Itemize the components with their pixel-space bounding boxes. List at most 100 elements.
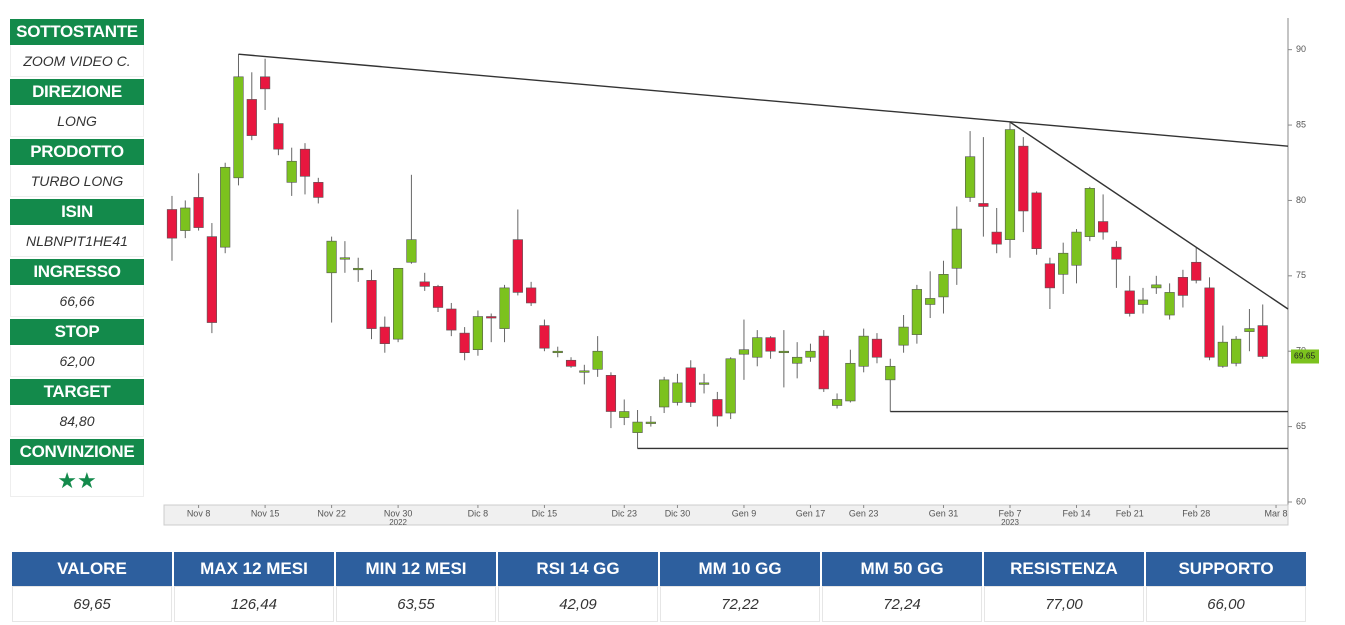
candle-body [260,76,271,90]
candle-body [725,358,736,414]
field-label: DIREZIONE [10,79,144,105]
candle-body [1244,328,1255,332]
stats-table: VALORE MAX 12 MESI MIN 12 MESI RSI 14 GG MM … [10,552,1308,622]
candle-body [539,325,550,349]
field-value-text: 84,80 [59,413,95,429]
column-header: MM 10 GG [660,552,820,586]
column-header: MM 50 GG [822,552,982,586]
candle-body [1004,129,1016,240]
candle-body [978,203,989,207]
y-tick-label: 65 [1296,421,1306,431]
candle-body [1217,341,1228,367]
candle-body [1151,284,1162,289]
field-value-text: 66,66 [59,293,95,309]
candle-body [792,356,803,364]
candle-body [778,350,789,354]
plot-area [164,18,1288,505]
y-tick-label: 90 [1296,44,1306,54]
candle-body [565,359,577,367]
cell: 42,09 [498,586,658,622]
y-tick-label: 80 [1296,195,1306,205]
field-value: LONG [10,105,144,137]
candle-body [619,411,630,418]
candle-body [299,148,311,177]
field-label: INGRESSO [10,259,144,285]
candle-body [1191,261,1202,281]
candle-body [858,335,869,367]
candle-body [1084,188,1095,237]
candle-body [752,337,763,358]
candle-body [1164,292,1175,316]
candle-body [925,298,936,305]
field-label: SOTTOSTANTE [10,19,144,45]
candle-body [1177,277,1189,296]
candle-body [1137,299,1149,305]
candle-body [166,209,178,239]
field-value: NLBNPIT1HE41 [10,225,144,257]
field-value-text: TURBO LONG [30,173,124,189]
field-value: 62,00 [10,345,144,377]
column-header: MAX 12 MESI [174,552,334,586]
x-tick-label: Nov 15 [251,508,280,518]
candle-body [951,228,962,269]
candle-body [579,370,590,373]
candle-body [1111,246,1122,260]
candle-body [459,332,470,354]
trendline [238,53,1289,147]
table-row: 69,65 126,44 63,55 42,09 72,22 72,24 77,00 66,0… [12,586,1306,622]
candle-body [1058,252,1069,275]
field-label: CONVINZIONE [10,439,144,465]
candle-body [233,76,244,179]
candle-body [286,160,297,183]
candle-body [552,350,563,354]
sidebar: SOTTOSTANTE ZOOM VIDEO C. DIREZIONE LONG PRO… [10,19,144,499]
last-price-label: 69.65 [1294,351,1316,361]
x-tick-label: Dic 15 [532,508,558,518]
candle-body [911,289,922,335]
candle-body [698,382,710,385]
candle-body [353,267,364,271]
candle-body [1071,231,1082,266]
candle-body [818,335,829,390]
column-header: MIN 12 MESI [336,552,496,586]
column-header: RESISTENZA [984,552,1144,586]
year-label: 2023 [1001,518,1019,527]
candle-body [685,367,696,403]
x-tick-label: Gen 23 [849,508,879,518]
x-tick-label: Dic 30 [665,508,691,518]
candle-body [1231,338,1242,364]
candle-body [393,267,404,340]
candle-body [1031,192,1042,249]
y-tick-label: 60 [1296,496,1306,506]
cell: 69,65 [12,586,172,622]
field-value-text: ★★ [57,468,97,493]
candle-body [964,156,976,198]
field-value: 66,66 [10,285,144,317]
candle-body [512,239,523,293]
candle-body [526,287,537,304]
field-value-text: ZOOM VIDEO C. [23,53,131,69]
candle-body [472,316,484,351]
cell: 77,00 [984,586,1144,622]
candle-body [871,338,883,358]
candle-body [592,350,603,370]
candle-body [313,182,324,198]
field-value: ZOOM VIDEO C. [10,45,144,77]
candle-body [659,379,670,408]
candle-body [898,326,909,346]
x-tick-label: Nov 30 [384,508,413,518]
candle-body [712,399,723,417]
x-tick-label: Feb 28 [1182,508,1210,518]
candle-body [645,421,656,424]
x-axis-band [163,504,1289,526]
candle-body [486,316,497,319]
column-header: SUPPORTO [1146,552,1306,586]
y-tick-label: 75 [1296,270,1306,280]
candle-body [432,286,444,308]
column-header: RSI 14 GG [498,552,658,586]
field-value-text: 62,00 [59,353,95,369]
x-tick-label: Gen 17 [796,508,826,518]
candle-body [273,123,284,150]
trendline [1009,121,1289,310]
year-label: 2022 [389,518,407,527]
